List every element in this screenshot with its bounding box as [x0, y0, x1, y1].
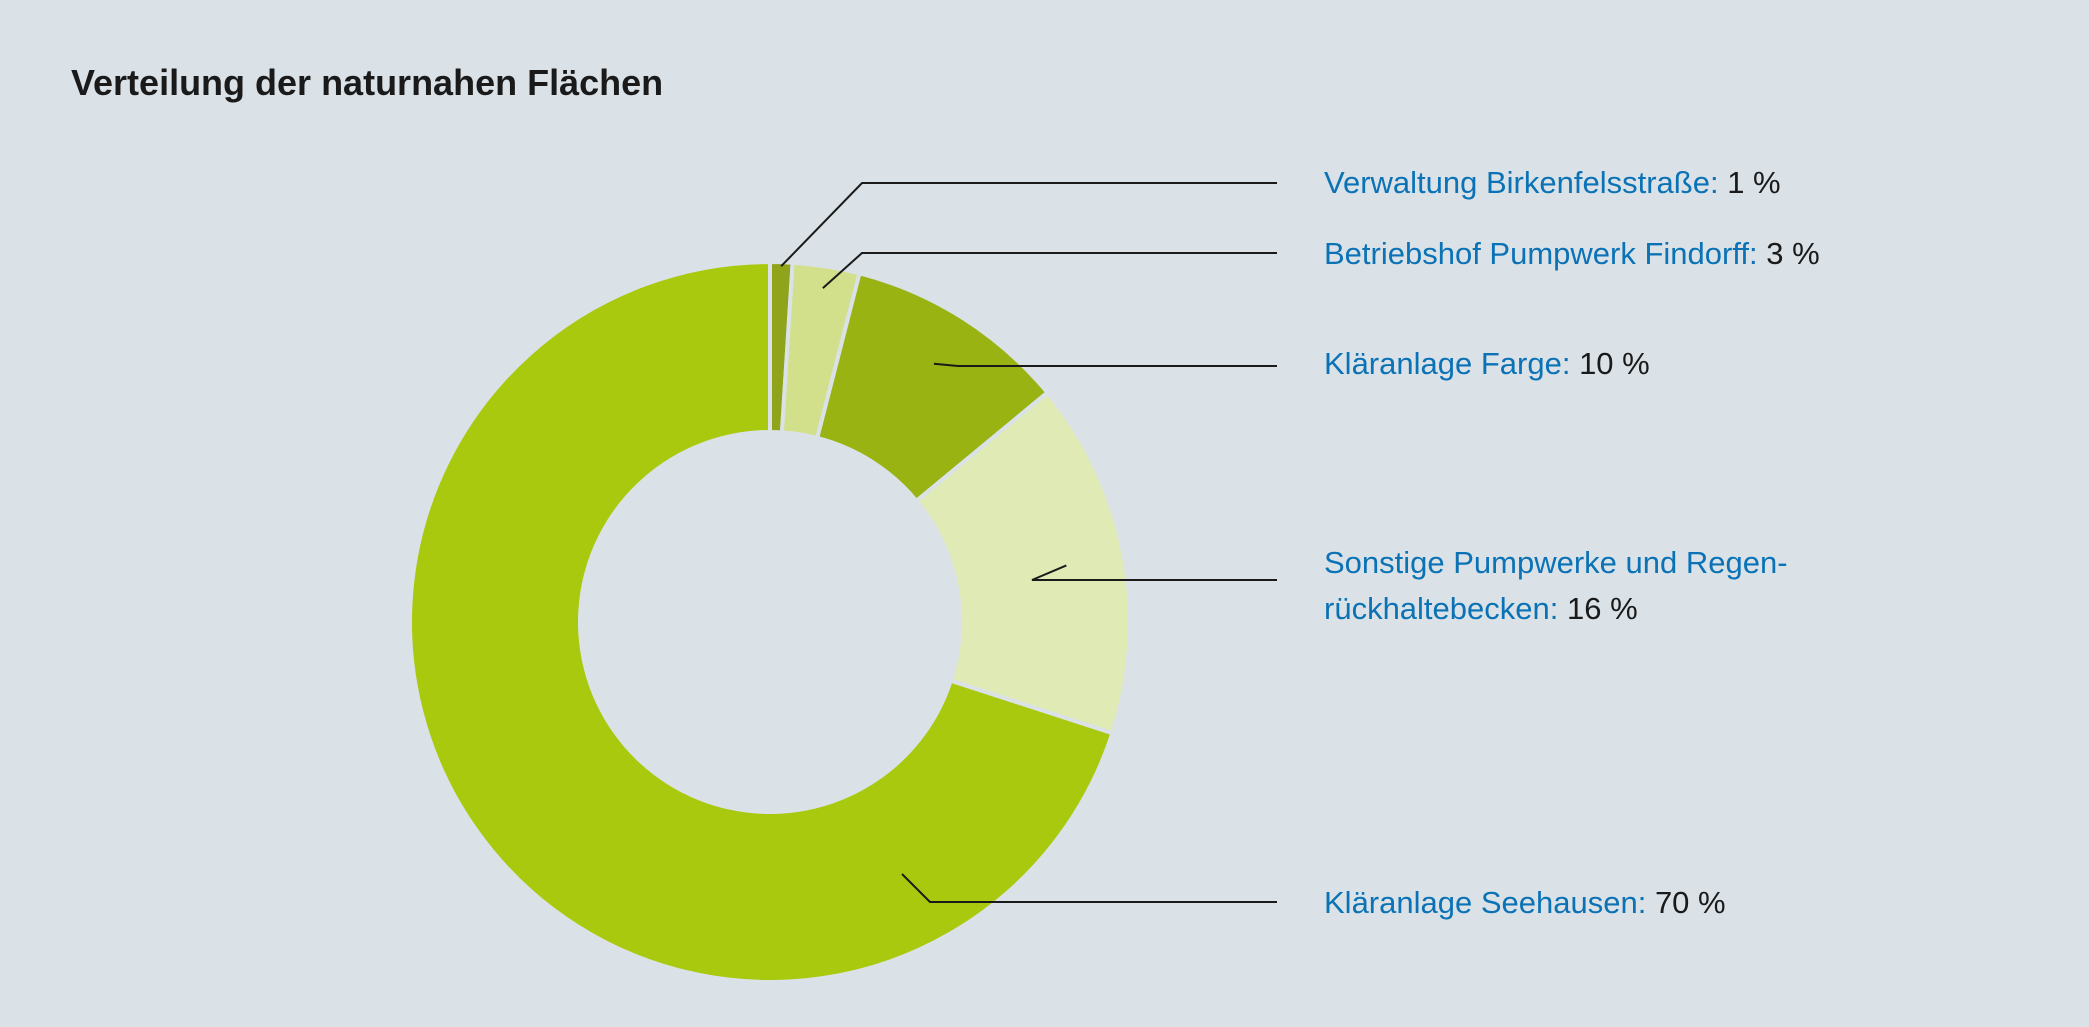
legend-value: 10 %: [1579, 346, 1650, 381]
legend-name: Kläranlage Farge:: [1324, 346, 1571, 381]
legend-value: 1 %: [1727, 165, 1781, 200]
legend-value: 3 %: [1766, 236, 1820, 271]
leader-line-verwaltung: [780, 182, 1277, 267]
legend-label-betriebshof: Betriebshof Pumpwerk Findorff: 3 %: [1324, 231, 1820, 277]
legend-name: Betriebshof Pumpwerk Findorff:: [1324, 236, 1758, 271]
leader-line-seehausen: [901, 873, 1277, 903]
legend-name-line-2: rückhaltebecken:: [1324, 591, 1559, 626]
donut-slice-sonstige: [914, 390, 1132, 736]
legend-value: 16 %: [1567, 591, 1638, 626]
leader-line-betriebshof: [822, 252, 1277, 289]
legend-value: 70 %: [1654, 885, 1726, 920]
legend-name: Kläranlage Seehausen:: [1324, 885, 1647, 920]
leader-line-farge: [933, 362, 1277, 367]
legend-label-farge: Kläranlage Farge: 10 %: [1324, 341, 1650, 387]
legend-label-seehausen: Kläranlage Seehausen: 70 %: [1324, 880, 1726, 926]
leader-line-sonstige: [1031, 564, 1277, 581]
legend-name-line-1: Sonstige Pumpwerke und Regen-: [1324, 545, 1788, 580]
legend-label-verwaltung: Verwaltung Birkenfelsstraße: 1 %: [1324, 160, 1781, 206]
chart-title: Verteilung der naturnahen Flächen: [71, 62, 664, 103]
legend-label-sonstige: Sonstige Pumpwerke und Regen- rückhalteb…: [1324, 540, 1788, 632]
donut-slice-seehausen: [408, 260, 1115, 984]
legend-name: Verwaltung Birkenfelsstraße:: [1324, 165, 1719, 200]
